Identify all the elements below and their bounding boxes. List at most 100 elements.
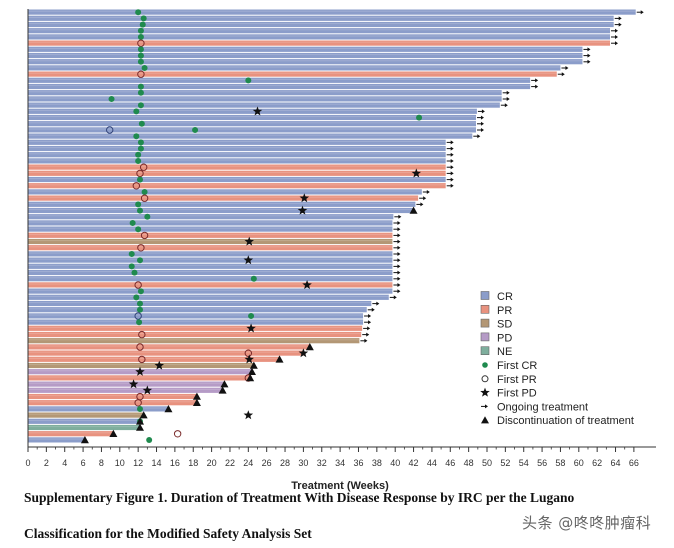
first-cr-marker [135,201,142,208]
bar-highlight [28,215,394,217]
bar-highlight [28,388,223,390]
bar-highlight [28,314,364,316]
first-pr-marker [244,349,253,357]
first-cr-marker [133,133,140,140]
first-cr-marker [135,151,142,158]
bar-highlight [28,438,85,440]
ongoing-marker [557,72,565,77]
bar-highlight [28,72,557,74]
legend-item-pd: First PD [480,387,537,400]
arrow-head [506,90,510,95]
x-axis: 0 2 4 6 8 10 12 14 16 18 20 22 24 26 28 30 32 34 36 38 40 42 4… [25,9,656,468]
bar-highlight [28,16,614,18]
bar-pd [28,381,225,387]
first-pd-marker [135,366,145,376]
ongoing-marker [393,227,401,232]
bar-highlight [28,221,393,223]
bar-cr [28,313,364,319]
first-cr-marker [136,207,143,214]
bar-highlight [28,54,583,56]
arrow-head [481,109,485,114]
first-cr-marker [137,145,144,152]
bar-pr [28,350,304,356]
arrow-head [450,171,454,176]
bar-highlight [28,178,446,180]
first-pd-marker [244,236,254,246]
bar-highlight [28,333,362,335]
bar-pr [28,375,251,381]
bar-cr [28,269,393,276]
bar-cr [28,133,473,139]
ongoing-marker [394,214,402,219]
first-pr-marker [138,355,146,364]
first-cr-marker [133,294,140,301]
bar-highlight [28,413,144,415]
ongoing-marker [611,35,619,39]
bar-pr [28,40,611,46]
bar-cr [28,276,393,282]
bar-cr [28,152,446,158]
ongoing-marker [611,41,619,46]
green-dot-icon [482,362,488,368]
watermark: 头条 @咚咚肿瘤科 [522,514,652,532]
bar-cr [28,21,614,28]
x-tick-label: 2 [44,458,49,468]
legend-item-ongoing: Ongoing treatment [481,401,588,413]
bar-cr [28,251,393,257]
ongoing-marker [502,90,510,95]
bar-highlight [28,109,477,111]
arrow-head [618,22,622,27]
first-pr-marker [136,169,144,178]
bar-cr [28,46,583,52]
first-pd-marker [299,193,310,203]
first-pd-marker [252,106,263,116]
bar-highlight [28,264,393,266]
bar-highlight [28,78,531,80]
first-cr-marker [137,83,144,90]
first-pr-marker [134,312,142,320]
first-pr-marker [140,231,149,240]
arrow-head [398,214,402,219]
bar-pr [28,400,197,406]
x-tick-label: 46 [445,458,455,468]
open-circle-icon [481,375,489,383]
first-cr-marker [192,127,199,133]
bar-highlight [28,202,416,204]
arrow-head [397,270,401,275]
first-cr-marker [139,21,146,28]
arrow-head [450,165,454,170]
ongoing-marker [500,103,508,108]
bar-highlight [28,345,310,347]
ongoing-marker [476,128,484,132]
arrow-head [618,16,622,21]
legend-item-pr: PR [480,305,512,317]
bar-highlight [28,35,611,37]
bar-cr [28,158,446,164]
x-tick-label: 22 [225,458,235,468]
arrow-head [506,97,510,101]
ongoing-marker [393,221,401,225]
first-pr-marker [173,430,182,438]
first-cr-marker [137,58,144,65]
x-tick-label: 4 [62,458,67,468]
ongoing-marker [393,252,401,256]
arrow-head [368,320,372,325]
arrow-head [450,159,454,163]
x-tick-label: 32 [317,458,327,468]
ongoing-marker [561,66,569,70]
bar-highlight [28,159,446,161]
x-tick-label: 66 [629,458,639,468]
x-axis-label: Treatment (Weeks) [291,480,389,492]
first-pd-marker [243,410,254,420]
bar-highlight [28,97,502,99]
x-tick-label: 50 [482,458,492,468]
arrow-head [640,10,644,15]
bar-cr [28,220,393,226]
first-cr-marker [128,251,135,257]
first-cr-marker [250,275,257,282]
ongoing-marker [636,10,644,15]
ongoing-marker [446,140,454,145]
bar-cr [28,263,393,269]
bar-pr [28,331,362,338]
bar-highlight [28,395,197,397]
